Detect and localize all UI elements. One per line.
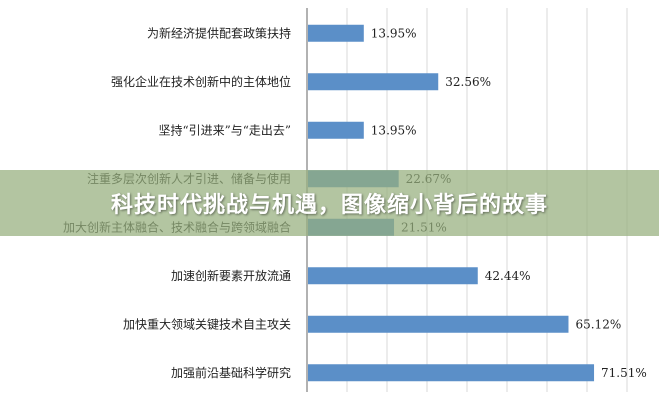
bar <box>308 315 569 333</box>
banner-title: 科技时代挑战与机遇，图像缩小背后的故事 <box>110 193 548 218</box>
value-label: 13.95% <box>371 123 417 137</box>
category-label: 强化企业在技术创新中的主体地位 <box>111 74 291 89</box>
bar <box>308 24 364 42</box>
title-banner: 科技时代挑战与机遇，图像缩小背后的故事 <box>0 170 659 236</box>
category-label: 加快重大领域关键技术自主攻关 <box>123 317 291 331</box>
value-label: 71.51% <box>601 366 647 380</box>
value-label: 42.44% <box>485 269 531 283</box>
bar <box>308 73 439 91</box>
value-label: 13.95% <box>371 26 417 40</box>
category-label: 坚持“引进来”与“走出去” <box>158 122 291 137</box>
value-label: 65.12% <box>575 317 621 331</box>
value-label: 32.56% <box>445 75 491 89</box>
category-label: 为新经济提供配套政策扶持 <box>147 25 291 40</box>
bars <box>308 24 595 382</box>
bar <box>308 267 478 285</box>
bar <box>308 121 364 139</box>
bar <box>308 364 595 382</box>
category-label: 加速创新要素开放流通 <box>171 268 291 283</box>
category-label: 加强前沿基础科学研究 <box>171 365 291 380</box>
